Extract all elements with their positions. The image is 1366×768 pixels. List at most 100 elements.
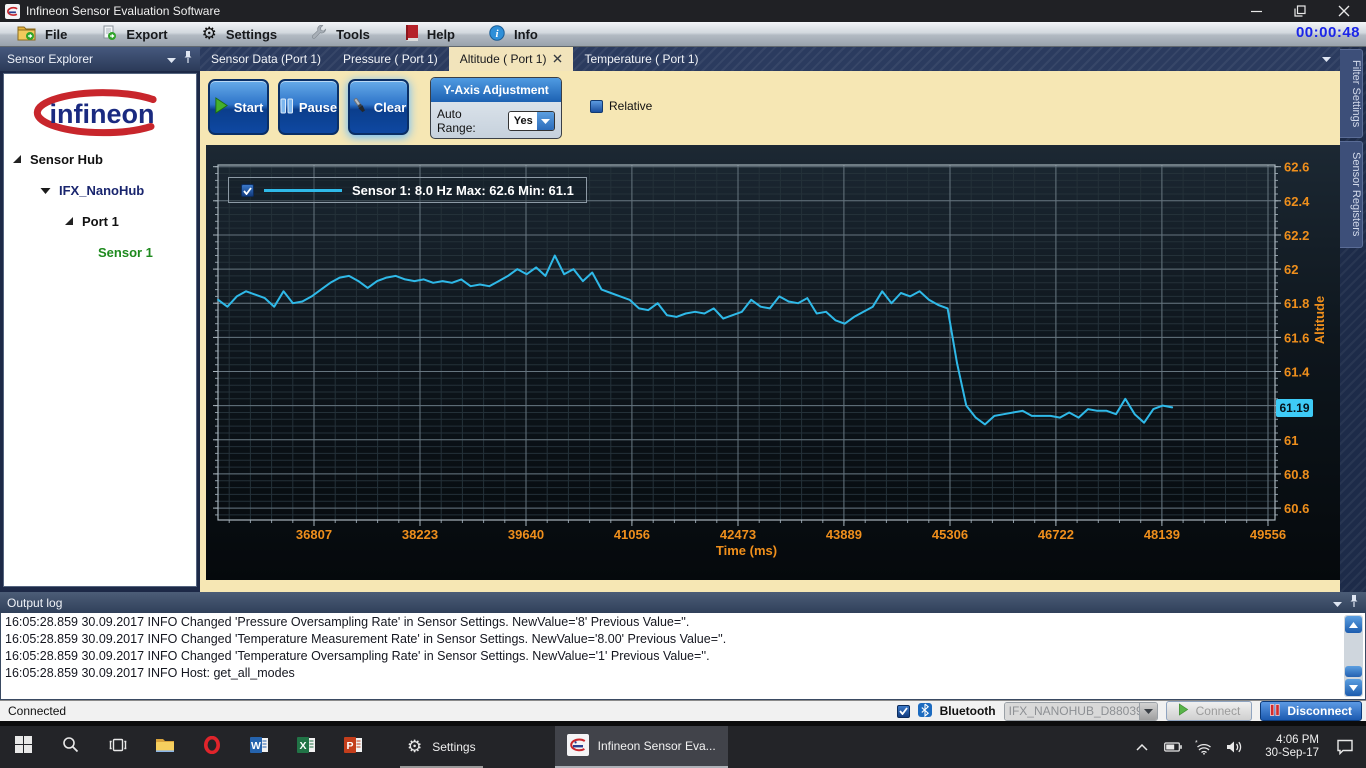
tree-expander-icon[interactable] <box>64 214 74 229</box>
sensor-explorer-title: Sensor Explorer <box>7 52 94 66</box>
taskbar-item-settings[interactable]: ⚙ Settings <box>392 726 491 768</box>
menu-item-help[interactable]: Help <box>387 22 472 46</box>
tabs: Sensor Data (Port 1) Pressure ( Port 1) Al… <box>200 47 1340 71</box>
taskbar-item-task-view[interactable] <box>94 726 141 768</box>
pause-red-icon <box>1270 703 1280 719</box>
battery-icon[interactable] <box>1157 726 1188 768</box>
chevron-down-icon[interactable] <box>1333 596 1342 610</box>
svg-text:Time (ms): Time (ms) <box>716 543 777 558</box>
tree-expander-icon[interactable] <box>12 152 22 167</box>
gear-icon: ⚙ <box>407 736 423 757</box>
taskbar-item-start[interactable] <box>0 726 47 768</box>
yaxis-adjustment-panel: Y-Axis Adjustment Auto Range: Yes <box>430 77 562 139</box>
running-indicator <box>400 766 483 768</box>
tab-altitude[interactable]: Altitude ( Port 1) <box>448 47 574 71</box>
start-button[interactable]: Start <box>208 79 269 135</box>
menu-item-tools[interactable]: Tools <box>294 22 387 46</box>
wifi-icon[interactable]: * <box>1188 726 1219 768</box>
chevron-down-icon[interactable] <box>167 52 176 66</box>
svg-text:42473: 42473 <box>720 527 756 542</box>
log-scrollbar[interactable] <box>1344 615 1363 697</box>
window-controls <box>1234 0 1366 22</box>
content-row: Sensor Explorer infineon Sensor Hub IFX_N… <box>0 47 1366 592</box>
svg-text:61.4: 61.4 <box>1284 365 1310 380</box>
legend-label: Sensor 1: 8.0 Hz Max: 62.6 Min: 61.1 <box>352 182 574 198</box>
tab-overflow-chevron-icon[interactable] <box>1322 57 1331 62</box>
search-icon <box>62 736 79 758</box>
tab-sensor-registers[interactable]: Sensor Registers <box>1340 141 1363 248</box>
pause-button[interactable]: Pause <box>278 79 339 135</box>
output-log-body: 16:05:28.859 30.09.2017 INFO Changed 'Pr… <box>0 613 1366 700</box>
system-tray: * 4:06 PM 30-Sep-17 <box>1126 726 1366 768</box>
output-log-title: Output log <box>7 595 63 610</box>
log-lines: 16:05:28.859 30.09.2017 INFO Changed 'Pr… <box>1 613 1365 683</box>
menu-item-info[interactable]: i Info <box>472 22 555 46</box>
window-bottom-edge <box>0 721 1366 726</box>
window-title: Infineon Sensor Evaluation Software <box>26 4 221 18</box>
taskbar-item-file-explorer[interactable] <box>141 726 188 768</box>
taskbar-item-powerpoint[interactable]: P <box>329 726 376 768</box>
yaxis-panel-title: Y-Axis Adjustment <box>431 78 561 102</box>
svg-text:38223: 38223 <box>402 527 438 542</box>
series-visibility-checkbox[interactable] <box>241 183 254 197</box>
device-dropdown[interactable]: IFX_NANOHUB_D88039 <box>1003 701 1158 721</box>
sensor-explorer-body: infineon Sensor Hub IFX_NanoHub Port 1 Sens… <box>3 73 197 587</box>
svg-text:*: * <box>1195 740 1198 747</box>
play-icon <box>214 97 229 117</box>
tree-expander-icon[interactable] <box>40 183 51 198</box>
minimize-button[interactable] <box>1234 0 1278 22</box>
svg-text:36807: 36807 <box>296 527 332 542</box>
pin-icon[interactable] <box>1349 594 1359 611</box>
maximize-button[interactable] <box>1278 0 1322 22</box>
scroll-thumb[interactable] <box>1345 666 1362 677</box>
auto-range-dropdown[interactable]: Yes <box>508 111 555 131</box>
menu-item-settings[interactable]: ⚙ Settings <box>201 23 278 44</box>
bluetooth-checkbox[interactable] <box>896 704 910 718</box>
device-name: IFX_NANOHUB_D88039 <box>1004 702 1139 720</box>
tray-chevron-up-icon[interactable] <box>1126 726 1157 768</box>
menu-item-file[interactable]: File <box>0 22 84 46</box>
connect-button[interactable]: Connect <box>1165 701 1253 721</box>
taskbar-item-search[interactable] <box>47 726 94 768</box>
close-button[interactable] <box>1322 0 1366 22</box>
log-line: 16:05:28.859 30.09.2017 INFO Changed 'Te… <box>5 649 710 663</box>
session-timer: 00:00:48 <box>1295 24 1360 41</box>
taskbar-item-word[interactable]: W <box>235 726 282 768</box>
clear-button[interactable]: Clear <box>348 79 409 135</box>
dropdown-arrow-icon[interactable] <box>1138 702 1157 720</box>
menu-item-export[interactable]: Export <box>84 22 184 46</box>
scroll-up-icon[interactable] <box>1345 616 1362 633</box>
close-tab-icon[interactable] <box>553 52 562 66</box>
tab-pressure[interactable]: Pressure ( Port 1) <box>343 52 438 66</box>
bluetooth-label: Bluetooth <box>939 704 996 718</box>
legend-line-swatch <box>264 188 342 192</box>
taskbar-item-infineon-app[interactable]: Infineon Sensor Eva... <box>554 726 728 768</box>
scroll-down-icon[interactable] <box>1345 679 1362 696</box>
taskbar-item-opera[interactable] <box>188 726 235 768</box>
taskbar-item-excel[interactable]: X <box>282 726 329 768</box>
pin-icon[interactable] <box>183 51 193 67</box>
disconnect-button[interactable]: Disconnect <box>1260 701 1362 721</box>
dropdown-arrow-icon[interactable] <box>537 112 554 130</box>
menu-items: File Export ⚙ Settings Tools Help i Info <box>0 22 555 46</box>
taskbar-clock[interactable]: 4:06 PM 30-Sep-17 <box>1265 734 1319 759</box>
relative-checkbox[interactable] <box>590 99 603 113</box>
tree-item-sensor-1[interactable]: Sensor 1 <box>98 245 153 260</box>
status-bar: Connected Bluetooth IFX_NANOHUB_D88039 C… <box>0 700 1366 721</box>
tab-sensor-data[interactable]: Sensor Data (Port 1) <box>211 52 322 66</box>
svg-text:60.6: 60.6 <box>1284 501 1309 516</box>
infineon-app-icon <box>566 733 589 759</box>
tab-temperature[interactable]: Temperature ( Port 1) <box>584 52 699 66</box>
tree-item-ifx-nanohub[interactable]: IFX_NanoHub <box>4 175 196 206</box>
log-line: 16:05:28.859 30.09.2017 INFO Host: get_a… <box>5 666 295 680</box>
tree-item-port-1[interactable]: Port 1 <box>4 206 196 237</box>
volume-icon[interactable] <box>1219 726 1250 768</box>
folder-task-icon <box>155 737 175 758</box>
svg-text:61.6: 61.6 <box>1284 330 1309 345</box>
tree-item-sensor-hub[interactable]: Sensor Hub <box>4 144 196 175</box>
play-icon <box>1178 703 1189 719</box>
action-center-icon[interactable] <box>1324 726 1366 768</box>
start-icon <box>15 736 32 758</box>
tab-filter-settings[interactable]: Filter Settings <box>1340 49 1363 139</box>
